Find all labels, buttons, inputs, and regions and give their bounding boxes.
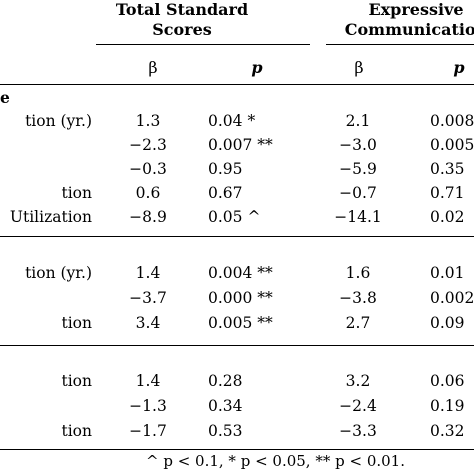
table-bottom-rule: [0, 449, 474, 450]
p-value-expressive: 0.002: [430, 289, 474, 307]
col-header-total-standard-line2: Scores: [152, 20, 212, 39]
row-label: tion: [61, 184, 92, 202]
beta-value-total: −8.9: [129, 208, 167, 226]
beta-value-expressive: 1.6: [345, 264, 371, 282]
header-underline-right: [326, 44, 474, 45]
beta-value-expressive: −2.4: [339, 397, 377, 415]
beta-value-expressive: 2.7: [345, 314, 371, 332]
beta-header-1: β: [148, 58, 158, 77]
col-header-expressive: Expressive Communication: [326, 0, 474, 40]
p-value-expressive: 0.35: [430, 160, 465, 178]
beta-value-expressive: −0.7: [339, 184, 377, 202]
beta-value-total: 1.4: [135, 264, 161, 282]
col-header-total-standard: Total Standard Scores: [96, 0, 268, 40]
p-value-total: 0.000 **: [208, 289, 273, 307]
footnote: ^ p < 0.1, * p < 0.05, ** p < 0.01.: [146, 452, 405, 470]
col-header-expressive-line1: Expressive: [368, 0, 464, 19]
p-value-expressive: 0.02: [430, 208, 465, 226]
beta-value-total: −1.3: [129, 397, 167, 415]
beta-value-expressive: 2.1: [345, 112, 371, 130]
beta-value-total: 1.4: [135, 372, 161, 390]
header-underline-left: [96, 44, 310, 45]
section-1-label: e: [0, 88, 10, 107]
row-label: tion (yr.): [25, 112, 92, 130]
p-value-expressive: 0.06: [430, 372, 465, 390]
col-header-total-standard-line1: Total Standard: [115, 0, 249, 19]
beta-value-total: 1.3: [135, 112, 161, 130]
beta-value-expressive: 3.2: [345, 372, 371, 390]
p-value-total: 0.34: [208, 397, 243, 415]
beta-value-expressive: −14.1: [334, 208, 382, 226]
p-header-2: p: [453, 58, 465, 77]
beta-value-total: 3.4: [135, 314, 161, 332]
p-value-expressive: 0.19: [430, 397, 465, 415]
p-value-total: 0.28: [208, 372, 243, 390]
p-value-expressive: 0.09: [430, 314, 465, 332]
p-value-total: 0.67: [208, 184, 243, 202]
p-value-total: 0.04 *: [208, 112, 256, 130]
p-value-expressive: 0.71: [430, 184, 465, 202]
p-header-1: p: [251, 58, 263, 77]
p-value-expressive: 0.008: [430, 112, 474, 130]
beta-value-expressive: −3.8: [339, 289, 377, 307]
p-value-total: 0.005 **: [208, 314, 273, 332]
section-divider-1: [0, 236, 474, 237]
row-label: tion (yr.): [25, 264, 92, 282]
row-label: Utilization: [9, 208, 92, 226]
row-label: tion: [61, 422, 92, 440]
p-value-total: 0.05 ^: [208, 208, 261, 226]
beta-header-2: β: [354, 58, 364, 77]
p-value-total: 0.004 **: [208, 264, 273, 282]
col-header-expressive-line2: Communication: [344, 20, 474, 39]
beta-value-expressive: −3.3: [339, 422, 377, 440]
beta-value-total: 0.6: [135, 184, 161, 202]
beta-value-expressive: −3.0: [339, 136, 377, 154]
beta-value-total: −3.7: [129, 289, 167, 307]
p-value-expressive: 0.01: [430, 264, 465, 282]
p-value-total: 0.95: [208, 160, 243, 178]
subheader-rule: [0, 84, 474, 85]
p-value-total: 0.007 **: [208, 136, 273, 154]
p-value-expressive: 0.005: [430, 136, 474, 154]
row-label: tion: [61, 372, 92, 390]
p-value-total: 0.53: [208, 422, 243, 440]
row-label: tion: [61, 314, 92, 332]
beta-value-expressive: −5.9: [339, 160, 377, 178]
beta-value-total: −1.7: [129, 422, 167, 440]
beta-value-total: −2.3: [129, 136, 167, 154]
p-value-expressive: 0.32: [430, 422, 465, 440]
beta-value-total: −0.3: [129, 160, 167, 178]
section-divider-2: [0, 345, 474, 346]
